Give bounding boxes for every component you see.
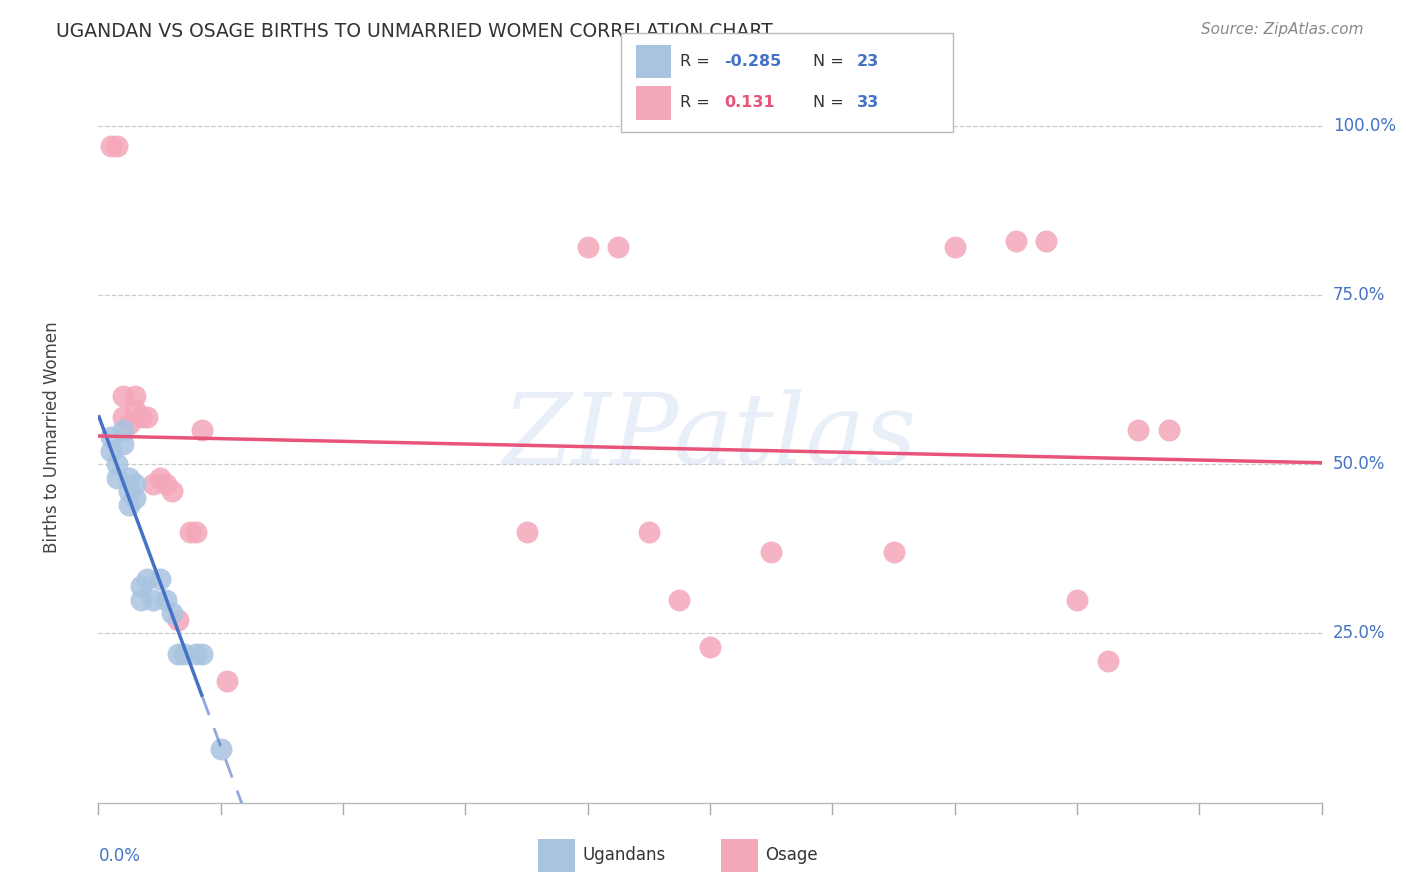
Text: 0.131: 0.131 [724, 95, 775, 111]
Point [118, 471, 141, 485]
Text: Source: ZipAtlas.com: Source: ZipAtlas.com [1201, 22, 1364, 37]
Text: Osage: Osage [765, 847, 818, 864]
Text: R =: R = [681, 54, 716, 69]
Point [191, 647, 214, 661]
Point [1035, 234, 1057, 248]
Text: UGANDAN VS OSAGE BIRTHS TO UNMARRIED WOMEN CORRELATION CHART: UGANDAN VS OSAGE BIRTHS TO UNMARRIED WOM… [56, 22, 773, 41]
Point [1097, 654, 1119, 668]
Bar [636, 45, 671, 78]
Point [129, 579, 152, 593]
Point [100, 139, 122, 153]
Point [100, 443, 122, 458]
Text: R =: R = [681, 95, 716, 111]
Point [111, 409, 134, 424]
Point [105, 457, 128, 471]
Text: 50.0%: 50.0% [1333, 455, 1385, 473]
Text: N =: N = [813, 95, 848, 111]
Point [129, 409, 152, 424]
Point [136, 572, 159, 586]
Point [160, 606, 183, 620]
Text: 0.0%: 0.0% [98, 847, 141, 864]
Point [124, 403, 146, 417]
Text: Births to Unmarried Women: Births to Unmarried Women [44, 321, 60, 553]
Point [186, 647, 208, 661]
Bar [538, 839, 575, 871]
Point [1157, 423, 1180, 437]
Point [576, 240, 599, 254]
Point [105, 471, 128, 485]
Point [160, 484, 183, 499]
Point [149, 471, 172, 485]
Text: -0.285: -0.285 [724, 54, 782, 69]
Text: N =: N = [813, 54, 848, 69]
Text: 75.0%: 75.0% [1333, 285, 1385, 304]
Text: 100.0%: 100.0% [1333, 117, 1396, 135]
Point [124, 491, 146, 505]
Point [167, 613, 190, 627]
Text: Ugandans: Ugandans [582, 847, 665, 864]
Point [186, 524, 208, 539]
Point [637, 524, 661, 539]
Point [1128, 423, 1150, 437]
Text: 25.0%: 25.0% [1333, 624, 1385, 642]
Text: 33: 33 [856, 95, 879, 111]
Point [155, 592, 177, 607]
Point [111, 423, 134, 437]
Point [142, 477, 165, 491]
Point [699, 640, 721, 654]
Point [105, 139, 128, 153]
Point [118, 417, 141, 431]
Point [118, 484, 141, 499]
Point [759, 545, 782, 559]
Point [149, 572, 172, 586]
Text: 23: 23 [856, 54, 879, 69]
Point [124, 389, 146, 403]
Point [943, 240, 966, 254]
Point [607, 240, 630, 254]
Point [142, 592, 165, 607]
Point [129, 592, 152, 607]
Point [111, 437, 134, 451]
Point [883, 545, 905, 559]
Point [516, 524, 538, 539]
Text: ZIPatlas: ZIPatlas [503, 390, 917, 484]
Point [124, 477, 146, 491]
Point [179, 524, 201, 539]
Point [155, 477, 177, 491]
Point [136, 409, 159, 424]
Point [100, 430, 122, 444]
Bar [636, 86, 671, 120]
Point [209, 741, 232, 756]
Point [191, 423, 214, 437]
Point [173, 647, 195, 661]
Point [118, 498, 141, 512]
Point [215, 673, 238, 688]
Point [668, 592, 690, 607]
Point [111, 389, 134, 403]
Bar [721, 839, 758, 871]
Point [167, 647, 190, 661]
Point [1066, 592, 1088, 607]
Point [1004, 234, 1026, 248]
